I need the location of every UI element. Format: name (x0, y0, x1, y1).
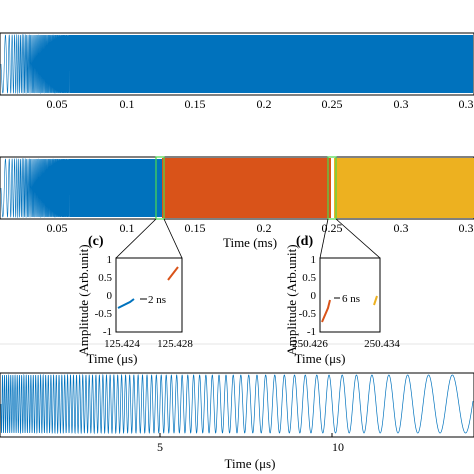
bottom-xtick-2: 10 (332, 440, 344, 454)
inset-d-yellow-line (373, 295, 378, 306)
inset-c-gap-label: 2 ns (148, 294, 166, 306)
inset-d-label: (d) (296, 234, 313, 249)
inset-c-xlabel: Time (μs) (87, 351, 138, 366)
top-xtick-4: 0.2 (257, 97, 272, 111)
zoom-line-c-right (163, 218, 183, 259)
inset-c-ytick-3: 0 (107, 290, 113, 302)
top-xtick-2: 0.1 (120, 97, 135, 111)
inset-c-xtick-2: 125.428 (157, 338, 193, 350)
inset-d-ytick-5: -1 (307, 326, 316, 338)
middle-xtick-5: 0.25 (322, 221, 343, 235)
inset-d-ytick-4: -0.5 (299, 308, 317, 320)
middle-panel-frame (0, 156, 474, 220)
inset-c: (c) 1 0.5 0 -0.5 -1 Amplitude (Arb.unit)… (76, 234, 193, 366)
inset-c-ytick-2: 0.5 (98, 272, 112, 284)
top-xtick-5: 0.25 (322, 97, 343, 111)
bottom-xtick-1: 5 (157, 440, 163, 454)
top-chirp-waveform (0, 33, 473, 95)
middle-yellow-segment (334, 158, 474, 218)
zoom-line-c-left (115, 218, 157, 259)
inset-c-ytick-5: -1 (103, 326, 112, 338)
inset-d-ylabel: Amplitude (Arb.unit) (284, 244, 299, 355)
middle-xtick-4: 0.2 (257, 221, 272, 235)
inset-c-frame (115, 257, 183, 333)
inset-d: (d) 1 0.5 0 -0.5 -1 Amplitude (Arb.unit)… (284, 234, 400, 366)
bottom-panel: 5 10 Time (μs) (0, 372, 474, 471)
inset-d-frame (319, 257, 381, 333)
inset-c-label: (c) (88, 234, 104, 249)
inset-c-ytick-1: 1 (107, 254, 113, 266)
middle-xtick-1: 0.05 (47, 221, 68, 235)
middle-xlabel: Time (ms) (223, 235, 277, 250)
dense-waveform-fill (70, 35, 473, 93)
inset-c-ylabel: Amplitude (Arb.unit) (76, 244, 91, 355)
top-panel: 0.05 0.1 0.15 0.2 0.25 0.3 0.3 (0, 32, 474, 111)
inset-d-xtick-2: 250.434 (364, 338, 400, 350)
inset-d-ytick-3: 0 (311, 290, 317, 302)
inset-c-orange-line (167, 266, 179, 281)
marker-box-c (155, 156, 165, 220)
bottom-panel-frame (0, 372, 474, 438)
inset-c-ytick-4: -0.5 (95, 308, 113, 320)
top-xtick-3: 0.15 (185, 97, 206, 111)
bottom-xlabel: Time (μs) (225, 456, 276, 471)
inset-d-xtick-1: 250.426 (292, 338, 328, 350)
inset-d-gap-label: 6 ns (342, 293, 360, 305)
waveform-path (0, 33, 71, 95)
middle-blue-waveform (0, 157, 162, 219)
middle-orange-segment (162, 158, 331, 218)
middle-xtick-6: 0.3 (394, 221, 409, 235)
middle-xtick-7: 0.3 (459, 221, 474, 235)
top-xtick-7: 0.3 (459, 97, 474, 111)
middle-xtick-3: 0.15 (185, 221, 206, 235)
marker-box-d (327, 156, 337, 220)
dense-waveform-fill (70, 159, 162, 217)
middle-xtick-2: 0.1 (120, 221, 135, 235)
inset-c-xtick-1: 125.424 (104, 338, 140, 350)
bottom-waveform-path (0, 373, 474, 435)
waveform-path (0, 157, 71, 219)
inset-d-ytick-2: 0.5 (302, 272, 316, 284)
zoom-line-d-right (335, 218, 381, 259)
inset-c-blue-line (117, 298, 135, 309)
zoom-line-d-left (319, 218, 329, 259)
inset-d-xlabel: Time (μs) (295, 351, 346, 366)
inset-d-ytick-1: 1 (311, 254, 317, 266)
top-xtick-6: 0.3 (394, 97, 409, 111)
bottom-chirp-waveform (0, 373, 474, 435)
middle-panel: 0.05 0.1 0.15 0.2 0.25 0.3 0.3 Time (ms) (0, 156, 474, 259)
top-xtick-1: 0.05 (47, 97, 68, 111)
top-panel-frame (0, 32, 474, 96)
inset-d-orange-line (321, 299, 331, 323)
